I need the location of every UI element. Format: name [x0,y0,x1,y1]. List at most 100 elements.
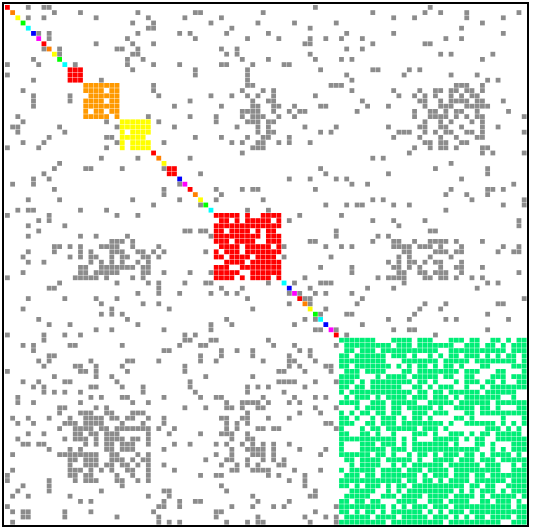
matrix-cell [292,20,297,26]
matrix-cell [396,447,402,452]
matrix-cell [480,135,485,140]
matrix-cell [359,343,365,348]
matrix-cell [459,244,464,249]
matrix-cell [276,259,282,265]
matrix-cell [250,187,256,192]
matrix-cell [130,197,136,203]
matrix-cell [365,358,370,364]
matrix-cell [516,499,522,504]
matrix-cell [161,140,167,145]
matrix-cell [307,41,313,47]
matrix-cell [438,493,444,499]
matrix-cell [443,317,449,322]
matrix-cell [78,249,83,255]
matrix-cell [125,135,130,140]
matrix-cell [511,509,517,515]
matrix-cell [156,514,162,520]
matrix-cell [490,374,496,379]
matrix-cell [83,426,89,431]
matrix-cell [500,415,506,421]
matrix-cell [276,239,282,244]
matrix-cell [433,259,438,265]
matrix-cell [391,379,397,385]
matrix-cell [271,98,277,104]
matrix-cell [495,431,501,437]
matrix-cell [104,119,109,125]
matrix-cell [302,301,308,307]
matrix-cell [506,410,511,416]
matrix-cell [239,114,245,119]
matrix-cell [333,233,339,239]
matrix-cell [281,379,287,385]
matrix-cell [93,374,99,379]
matrix-cell [386,374,391,379]
matrix-cell [516,343,522,348]
matrix-cell [500,187,506,192]
matrix-cell [161,504,167,509]
matrix-cell [391,457,397,463]
matrix-cell [401,426,407,431]
matrix-cell [396,374,402,379]
matrix-cell [219,353,224,359]
matrix-cell [125,36,130,41]
matrix-cell [260,447,266,452]
matrix-cell [187,187,193,192]
matrix-cell [333,504,339,509]
matrix-cell [151,20,156,26]
matrix-cell [370,67,376,73]
matrix-cell [469,400,475,405]
matrix-cell [198,431,203,437]
matrix-cell [83,114,89,119]
matrix-cell [119,249,125,255]
matrix-cell [443,447,449,452]
matrix-cell [203,457,209,463]
matrix-cell [370,499,376,504]
matrix-cell [135,322,141,327]
matrix-cell [286,62,292,67]
matrix-cell [500,31,506,36]
matrix-cell [422,140,428,145]
matrix-cell [109,431,115,437]
matrix-cell [98,155,104,161]
matrix-cell [386,124,391,130]
matrix-cell [62,509,68,515]
matrix-cell [104,431,109,437]
matrix-cell [391,31,397,36]
matrix-cell [219,431,224,437]
matrix-cell [344,379,350,385]
matrix-cell [459,519,464,525]
matrix-cell [114,213,120,218]
matrix-cell [412,395,417,400]
matrix-cell [286,218,292,223]
matrix-cell [93,109,99,114]
matrix-cell [36,441,42,447]
matrix-cell [521,483,527,489]
matrix-cell [453,114,459,119]
matrix-cell [15,114,21,119]
matrix-cell [130,358,136,364]
matrix-cell [433,369,438,374]
matrix-cell [276,462,282,468]
matrix-cell [516,478,522,483]
matrix-cell [93,421,99,426]
matrix-cell [438,275,444,281]
matrix-cell [333,514,339,520]
matrix-cell [93,431,99,437]
matrix-cell [224,400,230,405]
matrix-cell [422,488,428,494]
matrix-cell [229,436,235,442]
matrix-cell [406,493,412,499]
matrix-cell [406,337,412,343]
matrix-cell [119,259,125,265]
matrix-cell [297,296,303,301]
matrix-cell [255,519,261,525]
matrix-cell [114,140,120,145]
matrix-cell [15,395,21,400]
matrix-cell [391,400,397,405]
matrix-cell [417,519,423,525]
matrix-cell [380,155,386,161]
matrix-cell [62,514,68,520]
matrix-cell [198,343,203,348]
matrix-cell [474,348,480,353]
matrix-cell [396,270,402,275]
